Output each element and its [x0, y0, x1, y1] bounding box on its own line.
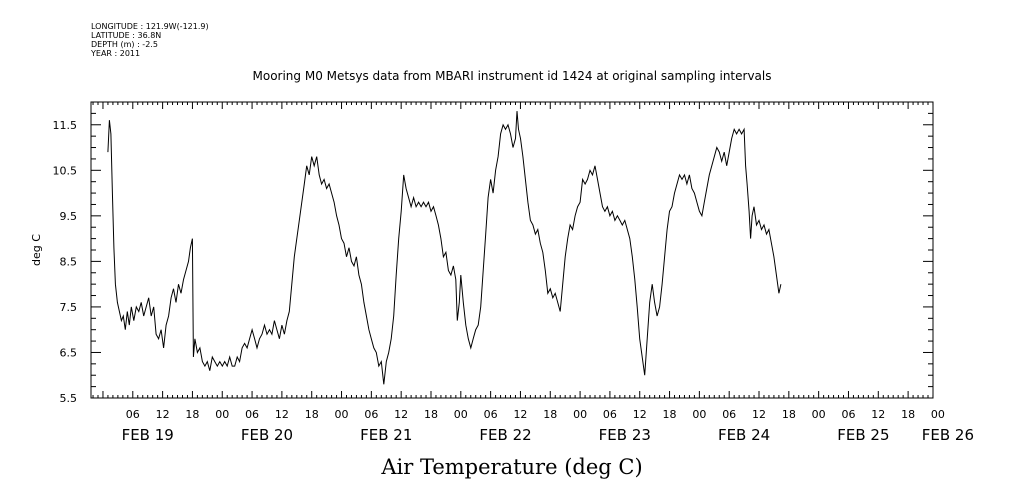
y-tick-labels: 5.5 6.5 7.5 8.5 9.5 10.5 11.5: [53, 119, 78, 405]
x-tick-label: 12: [513, 408, 527, 421]
longitude-label: LONGITUDE : 121.9W(-121.9): [91, 22, 209, 31]
date-label: FEB 22: [479, 426, 531, 444]
x-tick-label: 00: [454, 408, 468, 421]
x-tick-label: 06: [722, 408, 736, 421]
x-tick-label: 18: [424, 408, 438, 421]
y-tick-label: 7.5: [60, 301, 78, 314]
date-label: FEB 24: [718, 426, 770, 444]
y-tick-label: 11.5: [53, 119, 78, 132]
x-tick-label: 18: [305, 408, 319, 421]
y-tick-label: 6.5: [60, 346, 78, 359]
x-tick-label: 12: [752, 408, 766, 421]
date-label: FEB 20: [241, 426, 293, 444]
y-tick-label: 8.5: [60, 255, 78, 268]
x-tick-label: 06: [603, 408, 617, 421]
x-axis-title: Air Temperature (deg C): [380, 455, 642, 479]
date-label: FEB 21: [360, 426, 412, 444]
year-label: YEAR : 2011: [90, 49, 140, 58]
date-label: FEB 19: [122, 426, 174, 444]
x-tick-label: 00: [215, 408, 229, 421]
y-tick-label: 10.5: [53, 164, 78, 177]
x-tick-label: 18: [901, 408, 915, 421]
depth-label: DEPTH (m) : -2.5: [91, 40, 158, 49]
x-tick-label: 00: [931, 408, 945, 421]
x-tick-label: 12: [871, 408, 885, 421]
latitude-label: LATITUDE : 36.8N: [91, 31, 161, 40]
x-tick-label: 12: [275, 408, 289, 421]
axis-ticks: [91, 101, 934, 399]
x-tick-label: 06: [841, 408, 855, 421]
x-tick-label: 06: [245, 408, 259, 421]
x-tick-label: 18: [543, 408, 557, 421]
x-tick-label: 18: [782, 408, 796, 421]
y-tick-label: 5.5: [60, 392, 78, 405]
x-tick-label: 06: [126, 408, 140, 421]
x-tick-labels: 06 12 18 00 06 12 18 00 06 12 18 00 06 12 18 00 06 12 18 00…: [126, 408, 945, 421]
date-labels: FEB 19 FEB 20 FEB 21 FEB 22 FEB 23 FEB 24 FEB …: [122, 426, 974, 444]
y-tick-label: 9.5: [60, 210, 78, 223]
series-line-air-temperature: [107, 111, 782, 385]
x-tick-label: 06: [364, 408, 378, 421]
x-tick-label: 00: [692, 408, 706, 421]
x-tick-label: 00: [812, 408, 826, 421]
x-tick-label: 00: [335, 408, 349, 421]
date-label: FEB 25: [837, 426, 889, 444]
x-tick-label: 18: [663, 408, 677, 421]
x-tick-label: 12: [156, 408, 170, 421]
date-label: FEB 26: [922, 426, 974, 444]
metadata-block: LONGITUDE : 121.9W(-121.9) LATITUDE : 36…: [90, 22, 209, 58]
y-axis-label: deg C: [30, 234, 43, 266]
chart-title: Mooring M0 Metsys data from MBARI instru…: [253, 69, 772, 83]
x-tick-label: 00: [573, 408, 587, 421]
date-label: FEB 23: [599, 426, 651, 444]
x-tick-label: 12: [394, 408, 408, 421]
plot-frame: [90, 101, 934, 399]
x-tick-label: 12: [633, 408, 647, 421]
x-tick-label: 18: [185, 408, 199, 421]
x-tick-label: 06: [484, 408, 498, 421]
